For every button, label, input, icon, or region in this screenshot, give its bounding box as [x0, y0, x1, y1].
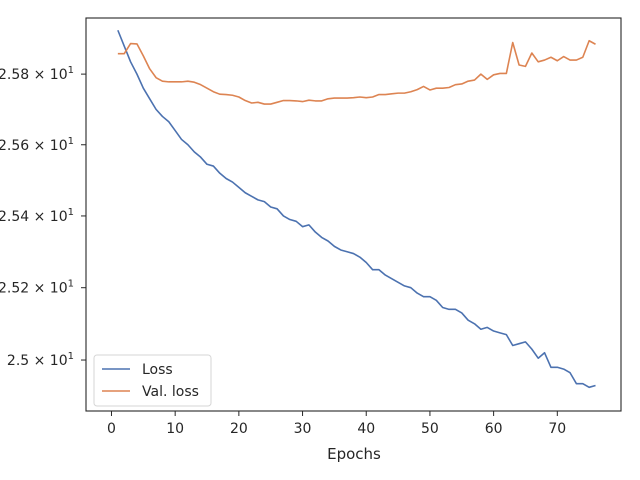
x-tick-label: 40	[357, 421, 375, 437]
y-tick-label: 2.58 × 101	[0, 65, 74, 83]
legend: Loss Val. loss	[93, 354, 212, 407]
y-tick-label: 2.5 × 101	[7, 351, 74, 369]
x-tick-label: 30	[294, 421, 312, 437]
x-axis: 0 10 20 30 40 50 60 70	[107, 411, 566, 437]
plot-area-frame	[85, 17, 622, 412]
x-axis-label: Epochs	[327, 445, 381, 463]
series-line-loss	[117, 29, 596, 389]
x-tick-label: 60	[485, 421, 503, 437]
series-line-val-loss	[117, 39, 596, 105]
y-axis: 2.5 × 101 2.52 × 101 2.54 × 101 2.56 × 101 2…	[0, 65, 86, 369]
x-tick-label: 10	[166, 421, 184, 437]
y-tick-label: 2.54 × 101	[0, 207, 74, 225]
x-tick-label: 70	[548, 421, 566, 437]
x-tick-label: 20	[230, 421, 248, 437]
legend-label-val-loss: Val. loss	[142, 384, 199, 400]
x-tick-label: 50	[421, 421, 439, 437]
legend-label-loss: Loss	[142, 362, 173, 378]
y-tick-label: 2.56 × 101	[0, 136, 74, 154]
y-tick-label: 2.52 × 101	[0, 279, 74, 297]
x-tick-label: 0	[107, 421, 116, 437]
plot-lines	[117, 29, 596, 389]
legend-box	[93, 354, 212, 407]
